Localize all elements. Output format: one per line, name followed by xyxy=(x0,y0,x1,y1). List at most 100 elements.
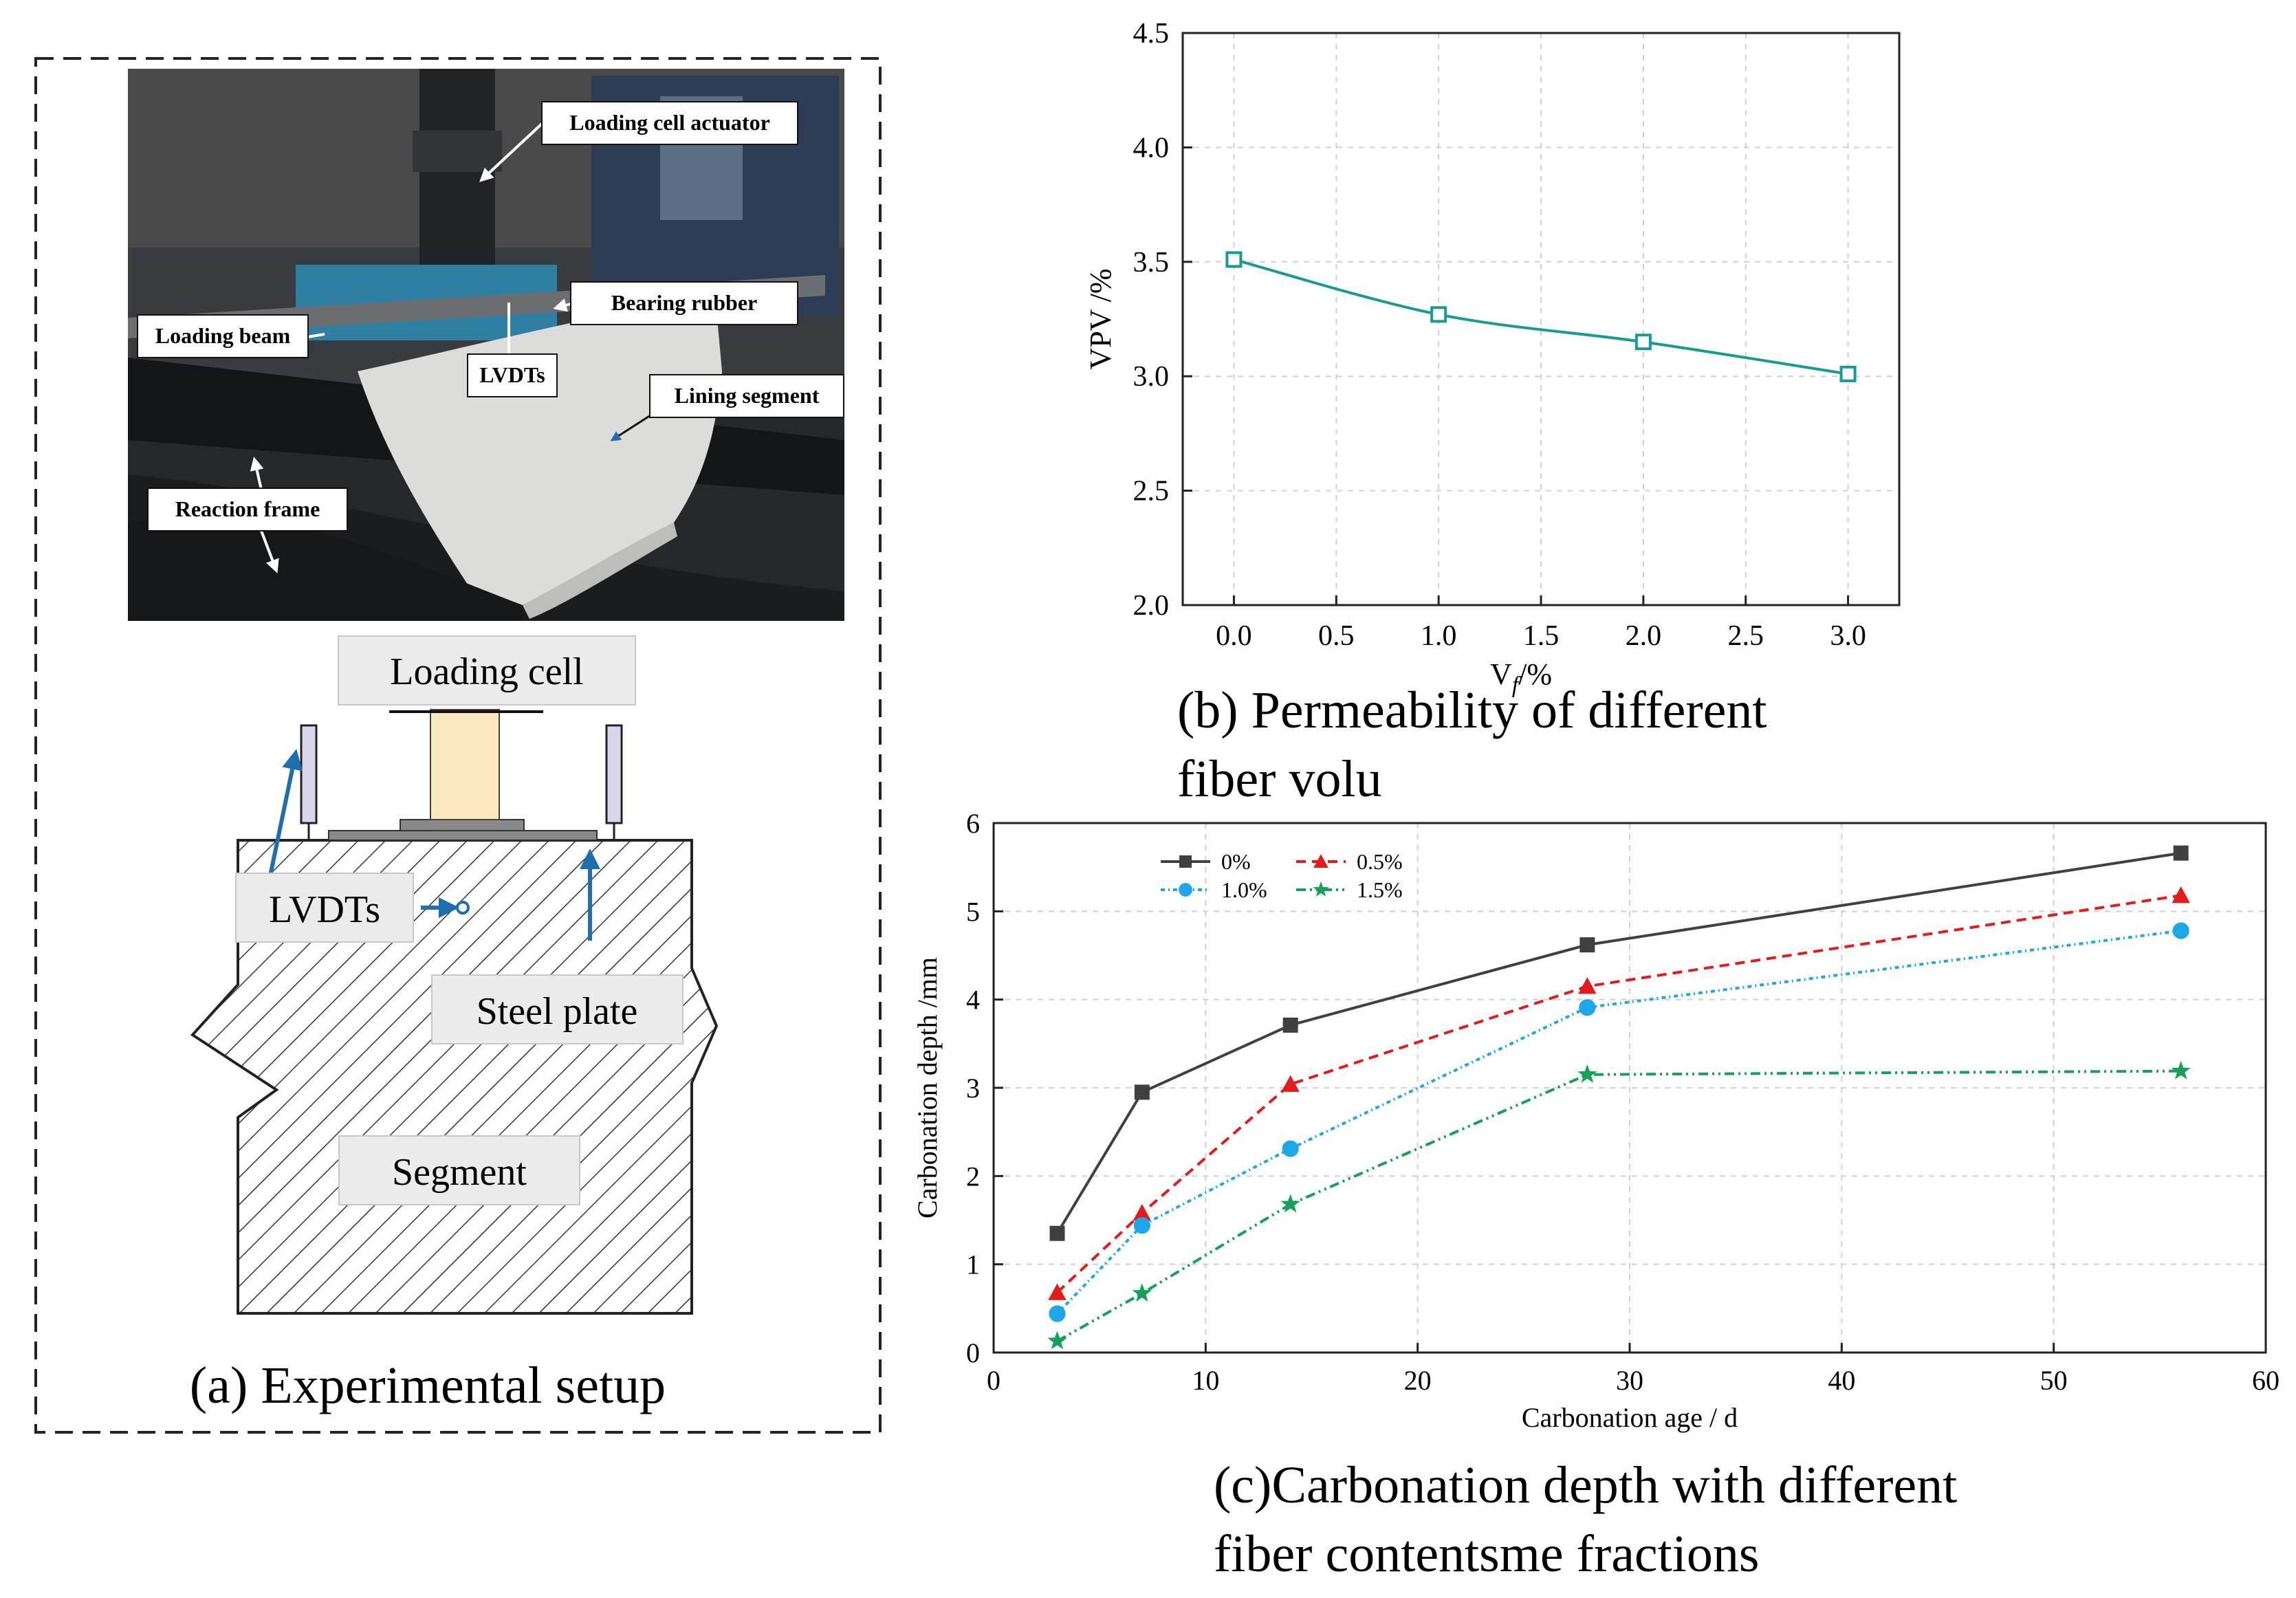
chart-c-ytick-label: 6 xyxy=(966,808,980,839)
chart-c-point xyxy=(1133,1204,1152,1221)
chart-c-legend-label: 0.5% xyxy=(1357,849,1403,874)
chart-c-marks xyxy=(1047,845,2191,1350)
chart-b-ytick-label: 3.0 xyxy=(1133,361,1170,393)
chart-c-point xyxy=(1282,1140,1299,1157)
caption-c-line1: (c)Carbonation depth with different xyxy=(1214,1456,1957,1514)
chart-c-ytick-label: 0 xyxy=(966,1337,980,1368)
callout-loading-beam xyxy=(137,314,309,358)
chart-b-xtick-label: 3.0 xyxy=(1830,620,1866,652)
chart-c-legend-marker xyxy=(1313,854,1329,868)
chart-c-point xyxy=(1048,1283,1067,1300)
panel-b: 0.0 0.5 1.0 1.5 2.0 2.5 3.02.02.53.03.54.04.5 … xyxy=(1084,18,1901,808)
chart-c-ytick-label: 2 xyxy=(966,1161,980,1192)
label-steel-plate: Steel plate xyxy=(477,990,638,1033)
callout-lvdts-photo-text: LVDTs xyxy=(479,362,545,387)
callout-loading-cell-actuator-text: Loading cell actuator xyxy=(569,110,770,135)
chart-c-xtick-label: 40 xyxy=(1828,1365,1855,1396)
chart-c-point xyxy=(1579,937,1595,953)
setup-schematic: Loading cell LVDTs Steel plate Segment xyxy=(190,635,719,1315)
chart-c-series-line xyxy=(1056,894,2181,1294)
chart-b-point xyxy=(1430,306,1447,323)
lvdt-left xyxy=(300,724,318,824)
chart-c-point xyxy=(2173,845,2189,861)
chart-b-ytick-label: 3.5 xyxy=(1133,247,1170,278)
chart-b-xtick-label: 2.0 xyxy=(1626,620,1662,652)
callout-bearing-rubber-text: Bearing rubber xyxy=(611,290,757,315)
chart-b-series-line xyxy=(1233,258,1848,375)
chart-b-point xyxy=(1225,251,1243,268)
chart-b-xtick-label: 1.5 xyxy=(1523,620,1560,652)
chart-c-xtick-label: 20 xyxy=(1404,1365,1432,1396)
callout-loading-cell-actuator xyxy=(541,101,798,145)
caption-b-line2: fiber volu xyxy=(1177,750,1382,808)
chart-c-point xyxy=(1133,1217,1150,1234)
chart-b-ytick-label: 4.0 xyxy=(1133,132,1170,164)
chart-b-ytick-label: 2.0 xyxy=(1133,590,1170,622)
callout-lining-segment xyxy=(649,374,844,418)
chart-c-legend-label: 1.5% xyxy=(1357,877,1403,902)
chart-b-ticks: 0.0 0.5 1.0 1.5 2.0 2.5 3.0 2.0 2.5 3.0 3.5 4.0 4.5 xyxy=(1133,18,1866,652)
chart-c-point xyxy=(1132,1283,1152,1302)
chart-b-grid xyxy=(1183,32,1899,606)
chart-c-xtick-label: 0 xyxy=(987,1365,1001,1396)
chart-c-point xyxy=(1134,1084,1150,1100)
chart-c-xlabel: Carbonation age / d xyxy=(1522,1402,1738,1433)
chart-c-point xyxy=(1049,1225,1065,1241)
callout-loading-beam-text: Loading beam xyxy=(155,323,291,348)
chart-c-point xyxy=(2172,922,2189,939)
chart-b-xlabel-base: V xyxy=(1490,657,1512,691)
callout-reaction-frame-text: Reaction frame xyxy=(175,496,320,521)
panel-a-dashed-border xyxy=(34,57,882,1434)
caption-b-line1: (b) Permeability of different xyxy=(1177,681,1767,739)
chart-c-point xyxy=(2172,886,2190,904)
chart-b-ylabel: VPV /% xyxy=(1084,268,1117,369)
panel-c: 0 10 20 30 40 50 60 0 1 2 3 4 5 6 0% 0.5% 1.0% 1.5% Carb… xyxy=(912,808,2279,1583)
chart-c-point xyxy=(1577,1064,1597,1083)
chart-b-point xyxy=(1634,333,1652,351)
chart-b-xlabel: Vf/% xyxy=(1490,657,1552,698)
label-box-lvdts xyxy=(235,873,414,943)
chart-c-ytick-label: 4 xyxy=(966,985,980,1016)
chart-c-point xyxy=(1281,1075,1300,1092)
load-head-plate xyxy=(400,819,525,831)
label-box-steel-plate xyxy=(431,974,684,1044)
chart-c-point xyxy=(1282,1017,1298,1033)
lvdt-sensor-dot xyxy=(456,901,470,915)
chart-c-series-line xyxy=(1056,929,2181,1315)
chart-b-ytick-label: 2.5 xyxy=(1133,476,1170,507)
load-column xyxy=(430,709,500,820)
chart-c-legend-label: 1.0% xyxy=(1221,877,1267,902)
callout-lvdts-photo xyxy=(467,353,558,397)
chart-c-point xyxy=(1578,977,1597,994)
segment-body xyxy=(190,839,719,1315)
chart-c-point xyxy=(2171,1060,2191,1080)
chart-c-legend: 0% 0.5% 1.0% 1.5% xyxy=(1161,849,1403,902)
label-box-segment xyxy=(338,1135,580,1205)
chart-c-xtick-label: 50 xyxy=(2040,1365,2068,1396)
chart-b-xtick-label: 0.5 xyxy=(1318,620,1355,652)
lvdt-right xyxy=(605,724,623,824)
chart-c-grid xyxy=(993,822,2266,1353)
panel-a: Loading cell actuator Bearing rubber Loa… xyxy=(34,57,882,1434)
chart-c-point xyxy=(1579,999,1596,1016)
chart-b-ytick-label: 4.5 xyxy=(1133,18,1170,50)
chart-c-legend-marker xyxy=(1179,883,1192,897)
chart-b-xtick-label: 1.0 xyxy=(1421,620,1457,652)
chart-c-series-line xyxy=(1056,1069,2181,1343)
callout-bearing-rubber xyxy=(570,281,798,325)
chart-c-legend-marker xyxy=(1313,881,1329,897)
caption-a: (a) Experimental setup xyxy=(190,1357,666,1414)
label-loading-cell: Loading cell xyxy=(390,650,583,693)
callout-reaction-frame xyxy=(147,488,348,532)
chart-c-ylabel: Carbonation depth /mm xyxy=(912,957,943,1218)
steel-plate-shape xyxy=(328,830,598,841)
chart-c-ytick-label: 1 xyxy=(966,1249,980,1280)
chart-c-ytick-label: 5 xyxy=(966,896,980,927)
chart-c-point xyxy=(1049,1305,1066,1322)
chart-c-xtick-label: 10 xyxy=(1192,1365,1219,1396)
label-box-loading-cell xyxy=(338,635,636,705)
chart-c-xtick-label: 30 xyxy=(1616,1365,1643,1396)
caption-c-line2: fiber contentsme fractions xyxy=(1214,1525,1759,1583)
chart-b-marks xyxy=(1225,251,1857,382)
chart-b-xlabel-tail: /% xyxy=(1518,657,1552,691)
